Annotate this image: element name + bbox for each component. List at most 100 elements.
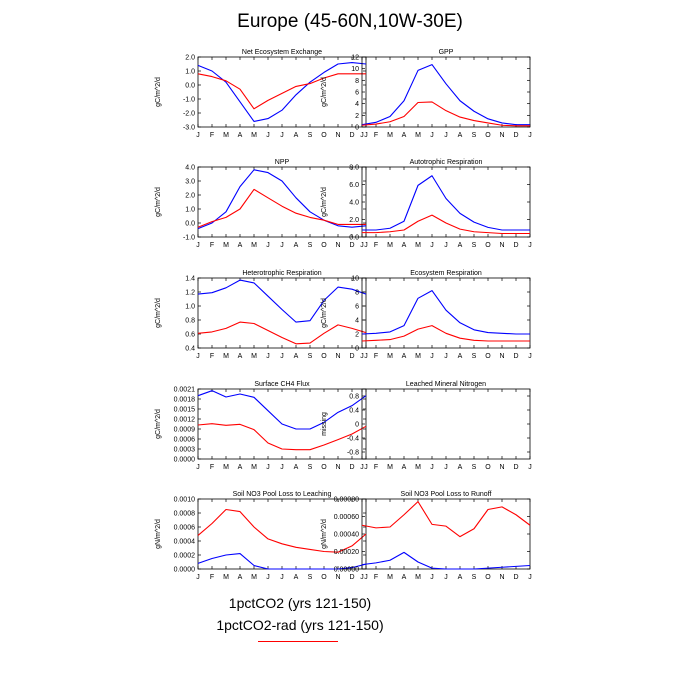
y-tick-label: 10	[351, 276, 359, 283]
plot-frame	[361, 56, 531, 128]
x-tick-label: A	[402, 464, 407, 471]
y-tick-label: 0.0	[185, 221, 195, 228]
legend-label-1pctco2-rad: 1pctCO2-rad (yrs 121-150)	[216, 617, 384, 633]
x-tick-label: M	[387, 574, 393, 581]
plot-frame	[361, 277, 531, 349]
x-tick-label: D	[349, 464, 354, 471]
legend-label-1pctco2: 1pctCO2 (yrs 121-150)	[228, 595, 372, 611]
x-tick-label: J	[528, 464, 532, 471]
panel-autotrophic-respiration: Autotrophic Respiration gC/m^2/d 0.0 2.0 4.0…	[321, 159, 532, 249]
plot-frame	[361, 166, 531, 238]
x-tick-label: J	[430, 242, 434, 249]
y-tick-label: 0.4	[185, 346, 195, 353]
x-tick-label: A	[238, 574, 243, 581]
y-tick-label: 3.0	[185, 179, 195, 186]
y-tick-label: 0.00000	[334, 567, 359, 574]
y-axis-label: gN/m^2/d	[321, 519, 328, 549]
y-tick-label: 6.0	[349, 182, 359, 189]
x-tick-label: N	[499, 574, 504, 581]
x-tick-label: F	[374, 353, 378, 360]
y-tick-label: -1.0	[183, 235, 195, 242]
series-line-2	[361, 501, 531, 538]
y-tick-label: 0.0006	[174, 525, 196, 532]
x-tick-label: A	[238, 353, 243, 360]
y-tick-label: 4.0	[349, 200, 359, 207]
series-line-2	[197, 188, 366, 228]
x-tick-label: M	[415, 242, 421, 249]
x-tick-label: O	[485, 353, 491, 360]
x-tick-label: J	[196, 574, 200, 581]
y-tick-label: 0.0004	[174, 539, 196, 546]
x-tick-label: M	[415, 574, 421, 581]
x-tick-label: S	[472, 242, 477, 249]
x-tick-label: J	[528, 353, 532, 360]
y-tick-label: 0.0000	[174, 567, 196, 574]
y-tick-label: 0.0	[349, 235, 359, 242]
x-tick-label: M	[223, 574, 229, 581]
x-tick-label: J	[360, 464, 364, 471]
x-tick-label: J	[430, 464, 434, 471]
x-tick-label: A	[458, 242, 463, 249]
x-tick-label: A	[294, 132, 299, 139]
y-axis-label: gC/m^2/d	[155, 409, 162, 439]
y-axis-label: gC/m^2/d	[321, 298, 328, 328]
y-tick-label: 0.0009	[174, 427, 196, 434]
x-tick-label: A	[402, 574, 407, 581]
y-tick-label: 0.8	[349, 394, 359, 401]
y-tick-label: 8	[355, 78, 359, 85]
series-line-1	[197, 62, 367, 122]
x-tick-label: D	[513, 132, 518, 139]
y-tick-label: 0	[355, 422, 359, 429]
x-tick-label: F	[210, 574, 214, 581]
panel-heterotrophic-respiration: Heterotrophic Respiration gC/m^2/d 0.4 0.6 0…	[155, 270, 368, 360]
y-tick-label: 6	[355, 304, 359, 311]
series-line-2	[361, 101, 530, 127]
x-tick-label: J	[430, 353, 434, 360]
x-tick-label: M	[251, 353, 257, 360]
series-line-2	[361, 325, 530, 342]
x-tick-label: J	[360, 353, 364, 360]
x-tick-label: A	[294, 464, 299, 471]
x-tick-label: M	[415, 464, 421, 471]
x-tick-label: F	[374, 242, 378, 249]
x-tick-label: J	[196, 353, 200, 360]
y-tick-label: 0.0006	[174, 437, 196, 444]
y-tick-label: 0.0018	[174, 397, 196, 404]
x-tick-label: F	[374, 464, 378, 471]
x-tick-label: J	[364, 242, 368, 249]
x-tick-label: J	[196, 242, 200, 249]
y-tick-label: 0.0	[185, 83, 195, 90]
x-tick-label: J	[280, 132, 284, 139]
x-tick-label: F	[210, 353, 214, 360]
x-tick-label: J	[364, 353, 368, 360]
x-tick-label: J	[360, 574, 364, 581]
legend-line-1pctco2-rad	[258, 641, 338, 642]
x-tick-label: M	[251, 132, 257, 139]
panel-title: Heterotrophic Respiration	[242, 270, 321, 277]
y-tick-label: -2.0	[183, 111, 195, 118]
x-tick-label: D	[513, 574, 518, 581]
series-line-2	[197, 321, 367, 345]
y-tick-label: 0.00040	[334, 532, 359, 539]
x-tick-label: N	[335, 242, 340, 249]
x-tick-label: A	[458, 464, 463, 471]
x-tick-label: S	[472, 574, 477, 581]
series-line-2	[197, 423, 367, 451]
y-tick-label: 0.0012	[174, 417, 196, 424]
panel-title: Ecosystem Respiration	[410, 270, 482, 277]
x-tick-label: J	[360, 242, 364, 249]
x-tick-label: J	[280, 242, 284, 249]
x-tick-label: O	[485, 132, 491, 139]
y-tick-label: 4	[355, 318, 359, 325]
x-tick-label: O	[321, 464, 327, 471]
x-tick-label: N	[499, 464, 504, 471]
x-tick-label: N	[335, 574, 340, 581]
y-tick-label: 2.0	[185, 55, 195, 62]
panel-title: Soil NO3 Pool Loss to Leaching	[233, 491, 332, 498]
y-tick-label: 2	[355, 332, 359, 339]
x-tick-label: F	[210, 132, 214, 139]
x-tick-label: J	[444, 574, 448, 581]
x-tick-label: O	[485, 574, 491, 581]
